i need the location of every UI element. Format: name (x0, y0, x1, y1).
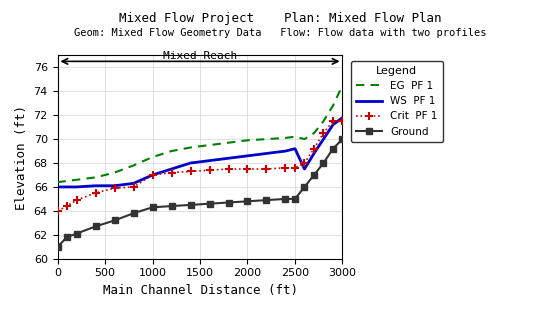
Ground (54, 245, 61, 249)
Ground (225, 201, 232, 204)
EG  PF 1 (311, 131, 318, 135)
Ground (149, 205, 156, 209)
Line: WS  PF 1: WS PF 1 (58, 118, 343, 187)
WS  PF 1 (301, 167, 308, 171)
WS  PF 1 (320, 137, 327, 141)
Line: Ground: Ground (55, 136, 346, 250)
EG  PF 1 (206, 143, 213, 147)
Ground (73, 232, 80, 236)
Ground (311, 173, 318, 177)
Ground (130, 212, 137, 215)
EG  PF 1 (301, 137, 308, 141)
WS  PF 1 (92, 184, 99, 188)
WS  PF 1 (111, 184, 118, 188)
EG  PF 1 (92, 176, 99, 179)
Legend: EG  PF 1, WS  PF 1, Crit  PF 1, Ground: EG PF 1, WS PF 1, Crit PF 1, Ground (351, 61, 443, 142)
EG  PF 1 (282, 136, 289, 140)
Crit  PF 1 (149, 173, 156, 177)
EG  PF 1 (225, 141, 232, 144)
EG  PF 1 (244, 139, 251, 142)
Crit  PF 1 (301, 161, 308, 165)
Ground (64, 235, 71, 239)
Text: Geom: Mixed Flow Geometry Data   Flow: Flow data with two profiles: Geom: Mixed Flow Geometry Data Flow: Flo… (74, 28, 486, 38)
EG  PF 1 (64, 179, 71, 183)
Crit  PF 1 (282, 166, 289, 170)
Crit  PF 1 (320, 131, 327, 135)
Crit  PF 1 (111, 186, 118, 190)
WS  PF 1 (282, 149, 289, 153)
Text: Mixed Flow Project    Plan: Mixed Flow Plan: Mixed Flow Project Plan: Mixed Flow Plan (119, 12, 441, 26)
Ground (206, 202, 213, 206)
Ground (320, 161, 327, 165)
Crit  PF 1 (64, 204, 71, 208)
WS  PF 1 (73, 185, 80, 189)
WS  PF 1 (54, 185, 61, 189)
Ground (168, 204, 175, 208)
EG  PF 1 (168, 149, 175, 153)
Ground (301, 185, 308, 189)
EG  PF 1 (320, 119, 327, 123)
Ground (92, 225, 99, 228)
WS  PF 1 (244, 154, 251, 158)
Crit  PF 1 (263, 167, 270, 171)
Crit  PF 1 (187, 169, 194, 173)
WS  PF 1 (168, 167, 175, 171)
Ground (111, 219, 118, 222)
Ground (292, 197, 298, 201)
WS  PF 1 (187, 161, 194, 165)
Line: EG  PF 1: EG PF 1 (58, 85, 343, 182)
Ground (187, 203, 194, 207)
EG  PF 1 (73, 178, 80, 182)
Ground (339, 137, 346, 141)
WS  PF 1 (311, 152, 318, 155)
Crit  PF 1 (339, 119, 346, 123)
WS  PF 1 (263, 152, 270, 155)
Ground (330, 147, 337, 151)
EG  PF 1 (187, 146, 194, 149)
WS  PF 1 (330, 123, 337, 127)
Crit  PF 1 (73, 198, 80, 202)
Ground (282, 197, 289, 201)
Crit  PF 1 (330, 119, 337, 123)
X-axis label: Main Channel Distance (ft): Main Channel Distance (ft) (102, 284, 297, 297)
WS  PF 1 (64, 185, 71, 189)
Crit  PF 1 (168, 171, 175, 174)
WS  PF 1 (225, 156, 232, 160)
Crit  PF 1 (130, 185, 137, 189)
Crit  PF 1 (92, 191, 99, 195)
Text: Mixed Reach: Mixed Reach (163, 51, 237, 61)
EG  PF 1 (339, 83, 346, 87)
Crit  PF 1 (311, 147, 318, 151)
WS  PF 1 (339, 116, 346, 119)
WS  PF 1 (130, 182, 137, 185)
EG  PF 1 (111, 171, 118, 174)
EG  PF 1 (149, 155, 156, 159)
Ground (244, 199, 251, 203)
Crit  PF 1 (206, 168, 213, 172)
Crit  PF 1 (244, 167, 251, 171)
WS  PF 1 (206, 159, 213, 163)
WS  PF 1 (292, 147, 298, 151)
Y-axis label: Elevation (ft): Elevation (ft) (15, 105, 28, 210)
EG  PF 1 (263, 137, 270, 141)
EG  PF 1 (54, 180, 61, 184)
Crit  PF 1 (225, 167, 232, 171)
EG  PF 1 (130, 163, 137, 167)
Ground (263, 198, 270, 202)
WS  PF 1 (149, 173, 156, 177)
Crit  PF 1 (54, 209, 61, 213)
Crit  PF 1 (292, 166, 298, 170)
Line: Crit  PF 1: Crit PF 1 (53, 117, 347, 215)
EG  PF 1 (292, 135, 298, 139)
EG  PF 1 (330, 104, 337, 108)
